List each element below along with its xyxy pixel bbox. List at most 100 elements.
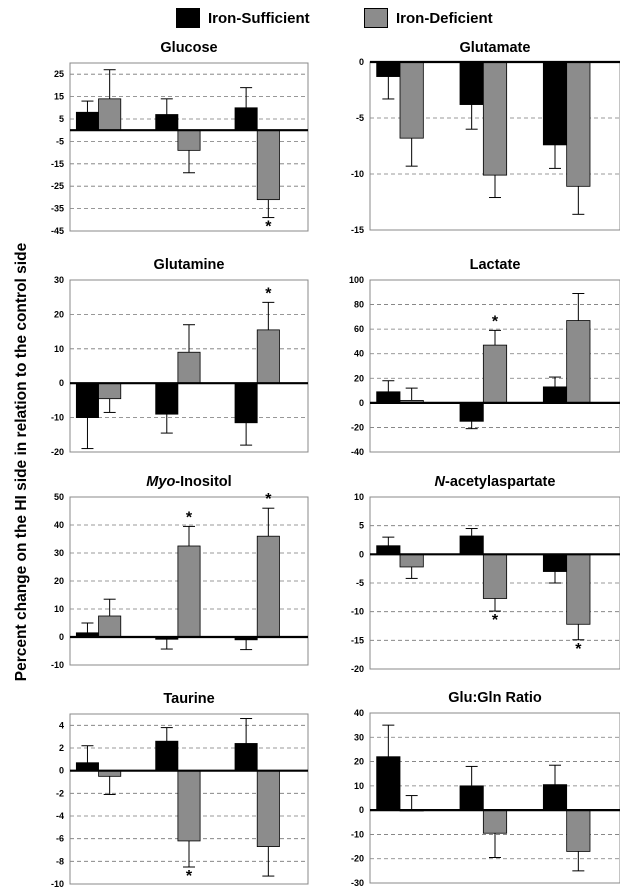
bar-iron-sufficient bbox=[75, 382, 99, 419]
bar-iron-sufficient bbox=[459, 61, 484, 105]
y-tick-label: 0 bbox=[359, 398, 364, 408]
y-tick-label: -40 bbox=[351, 447, 364, 457]
chart-title: Taurine bbox=[163, 691, 214, 707]
y-tick-label: -10 bbox=[51, 660, 64, 670]
chart-title-text: Lactate bbox=[470, 257, 521, 273]
bar-iron-sufficient bbox=[376, 61, 401, 77]
y-tick-label: 80 bbox=[354, 300, 364, 310]
bar-iron-sufficient bbox=[376, 391, 401, 404]
bar-iron-sufficient bbox=[155, 114, 179, 131]
bar-iron-deficient bbox=[256, 129, 280, 201]
y-tick-label: 5 bbox=[359, 521, 364, 531]
bar-iron-sufficient bbox=[459, 785, 484, 811]
legend-item-iron-deficient: Iron-Deficient bbox=[364, 8, 493, 28]
bar-iron-sufficient bbox=[542, 553, 568, 572]
bar-iron-sufficient bbox=[542, 784, 568, 811]
y-tick-label: -6 bbox=[56, 834, 64, 844]
bar-iron-deficient bbox=[399, 61, 424, 139]
y-tick-label: 60 bbox=[354, 324, 364, 334]
y-tick-label: 0 bbox=[359, 549, 364, 559]
bar-iron-deficient bbox=[482, 344, 508, 404]
y-tick-label: 100 bbox=[349, 275, 364, 285]
chart-title-text: Taurine bbox=[163, 691, 214, 707]
bar-iron-deficient bbox=[566, 61, 591, 187]
y-tick-label: 30 bbox=[54, 275, 64, 285]
chart-panel-4: 100 80 60 40 20 0 -20 -40 * Lactate bbox=[349, 257, 620, 457]
y-tick-label: 10 bbox=[54, 344, 64, 354]
bar-iron-deficient bbox=[98, 98, 122, 131]
chart-title: Lactate bbox=[470, 257, 521, 273]
bar-iron-deficient bbox=[177, 129, 201, 151]
y-tick-label: -10 bbox=[351, 829, 364, 839]
y-tick-label: -35 bbox=[51, 204, 64, 214]
y-tick-label: 40 bbox=[54, 520, 64, 530]
y-tick-label: 20 bbox=[354, 757, 364, 767]
plot-frame bbox=[69, 62, 309, 232]
y-tick-label: -8 bbox=[56, 856, 64, 866]
significance-marker: * bbox=[492, 313, 499, 330]
y-tick-label: -2 bbox=[56, 788, 64, 798]
y-tick-label: 40 bbox=[354, 708, 364, 718]
bar-iron-deficient bbox=[256, 535, 280, 638]
bar-iron-sufficient bbox=[234, 382, 258, 424]
plot-frame bbox=[369, 712, 620, 884]
bar-iron-deficient bbox=[482, 61, 508, 176]
bar-iron-sufficient bbox=[459, 535, 484, 555]
y-tick-label: 50 bbox=[54, 492, 64, 502]
y-tick-label: -45 bbox=[51, 226, 64, 236]
bar-iron-sufficient bbox=[376, 545, 401, 555]
plot-frame bbox=[69, 496, 309, 666]
y-tick-label: -10 bbox=[51, 413, 64, 423]
bar-iron-deficient bbox=[256, 770, 280, 848]
y-tick-label: 25 bbox=[54, 69, 64, 79]
legend-label-iron-deficient: Iron-Deficient bbox=[396, 9, 493, 27]
chart-title: Myo-Inositol bbox=[146, 474, 231, 490]
y-tick-label: -20 bbox=[351, 664, 364, 674]
y-tick-label: -25 bbox=[51, 181, 64, 191]
chart-panel-1: 25 15 5 -5 -15 -25 -35 -45 * Glucose bbox=[51, 40, 309, 236]
chart-panel-8: 40 30 20 10 0 -10 -20 -30 Glu:Gln Ratio bbox=[351, 690, 620, 888]
legend: Iron-Sufficient Iron-Deficient bbox=[0, 0, 620, 36]
chart-title: Glu:Gln Ratio bbox=[448, 690, 542, 706]
chart-title-text: Glutamate bbox=[460, 40, 531, 56]
y-tick-label: -5 bbox=[356, 113, 364, 123]
bar-iron-sufficient bbox=[234, 107, 258, 131]
significance-marker: * bbox=[265, 219, 272, 236]
chart-title-text: Glucose bbox=[160, 40, 217, 56]
plot-frame bbox=[69, 279, 309, 453]
y-tick-label: -15 bbox=[351, 225, 364, 235]
y-tick-label: 0 bbox=[59, 766, 64, 776]
y-tick-label: 0 bbox=[59, 378, 64, 388]
y-tick-label: -10 bbox=[351, 169, 364, 179]
y-tick-label: -30 bbox=[351, 878, 364, 888]
plot-frame bbox=[369, 279, 620, 453]
y-tick-label: 10 bbox=[354, 781, 364, 791]
y-tick-label: 10 bbox=[354, 492, 364, 502]
bar-iron-deficient bbox=[566, 553, 591, 625]
y-tick-label: -20 bbox=[51, 447, 64, 457]
legend-item-iron-sufficient: Iron-Sufficient bbox=[176, 8, 310, 28]
bar-iron-sufficient bbox=[75, 111, 99, 131]
chart-panel-6: 10 5 0 -5 -10 -15 -20 * * N-acetylaspartate bbox=[351, 474, 620, 674]
y-tick-label: -4 bbox=[56, 811, 64, 821]
y-tick-label: 20 bbox=[54, 576, 64, 586]
bar-iron-deficient bbox=[98, 615, 122, 638]
y-tick-label: 0 bbox=[359, 57, 364, 67]
y-tick-label: -5 bbox=[356, 578, 364, 588]
chart-panel-2: 0 -5 -10 -15 Glutamate bbox=[351, 40, 620, 235]
y-tick-label: 10 bbox=[54, 604, 64, 614]
chart-title: Glutamine bbox=[154, 257, 225, 273]
plot-frame bbox=[69, 713, 309, 885]
y-tick-label: -15 bbox=[51, 159, 64, 169]
significance-marker: * bbox=[265, 491, 272, 508]
chart-title-text: Glu:Gln Ratio bbox=[448, 690, 542, 706]
bar-iron-deficient bbox=[177, 770, 201, 842]
bar-iron-deficient bbox=[98, 382, 122, 400]
significance-marker: * bbox=[265, 285, 272, 302]
bar-iron-deficient bbox=[566, 320, 591, 404]
bar-iron-sufficient bbox=[155, 382, 179, 415]
y-tick-label: 20 bbox=[354, 373, 364, 383]
bar-iron-sufficient bbox=[459, 402, 484, 422]
y-tick-label: -10 bbox=[51, 879, 64, 888]
chart-title-text: Glutamine bbox=[154, 257, 225, 273]
